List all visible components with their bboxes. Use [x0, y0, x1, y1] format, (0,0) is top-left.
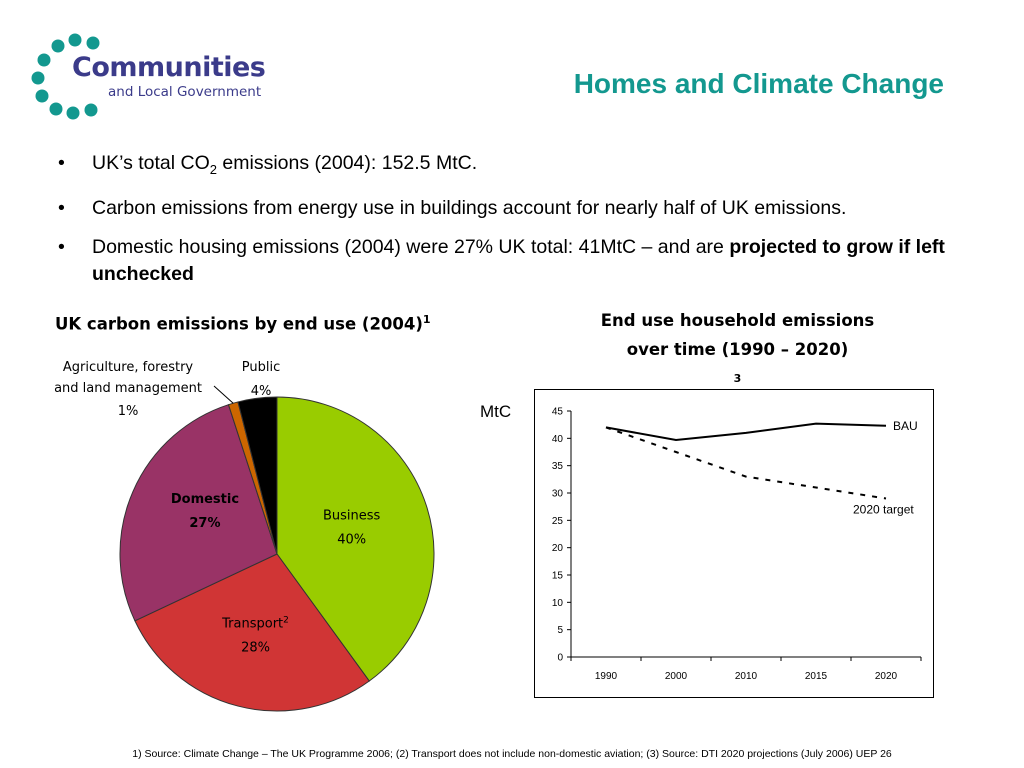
y-tick-label-0: 0 [557, 653, 563, 664]
bullet-subscript: 2 [209, 161, 217, 177]
line-chart: 0 5 10 15 20 25 30 35 40 45 1990 2000 2010 2015 2020 BA… [534, 389, 934, 698]
pie-value-transport: 28% [241, 641, 270, 656]
pie-label-business: Business [323, 509, 381, 524]
series-line-1 [605, 426, 887, 500]
y-tick-label-3: 15 [552, 571, 564, 582]
y-tick-label-9: 45 [552, 407, 564, 418]
pie-chart: Business 40% Transport2 28% Domestic 27% Agric… [54, 360, 435, 712]
bullet-item: • UK’s total CO2 emissions (2004): 152.5… [58, 150, 988, 183]
bullet-item: • Carbon emissions from energy use in bu… [58, 195, 988, 222]
series-label-target: 2020 target [853, 502, 914, 516]
y-tick-label-2: 10 [552, 598, 564, 609]
page-title: Homes and Climate Change [573, 68, 944, 99]
pie-title-text: UK carbon emissions by end use (2004) [55, 314, 423, 334]
pie-label-agriculture-line1: Agriculture, forestry [63, 360, 194, 375]
bullet-symbol: • [58, 152, 65, 174]
pie-value-domestic: 27% [189, 516, 220, 531]
bullet-symbol: • [58, 196, 65, 219]
logo-text-communities: Communities [72, 52, 266, 83]
x-tick-label-0: 1990 [595, 671, 618, 682]
bullet-symbol: • [58, 235, 65, 258]
logo-dots-icon [31, 33, 100, 120]
pie-label-public: Public [242, 360, 280, 375]
bullet-text: Domestic housing emissions (2004) were 2… [92, 235, 730, 258]
logo-text-local-government: and Local Government [108, 84, 262, 100]
pie-title-superscript: 1 [422, 313, 431, 326]
pie-slice-0 [276, 396, 435, 682]
y-axis-label: MtC [480, 402, 512, 421]
x-tick-label-4: 2020 [875, 671, 898, 682]
pie-value-business: 40% [337, 533, 366, 548]
y-tick-label-6: 30 [552, 489, 564, 500]
pie-value-public: 4% [251, 384, 272, 399]
line-title-superscript: 3 [733, 372, 742, 385]
bullet-text: Carbon emissions from energy use in buil… [92, 196, 847, 219]
pie-leader-agriculture [213, 385, 234, 404]
bullet-text: UK’s total CO [92, 152, 210, 174]
pie-value-agriculture: 1% [118, 404, 139, 419]
pie-label-transport-sup: 2 [283, 616, 289, 626]
communities-logo [30, 30, 270, 120]
x-tick-label-2: 2010 [735, 671, 758, 682]
pie-slice-2 [119, 404, 278, 622]
x-tick-label-1: 2000 [665, 671, 688, 682]
pie-label-transport: Transport2 [221, 616, 289, 632]
series-label-bau: BAU [893, 419, 918, 433]
pie-slice-4 [237, 396, 278, 555]
y-tick-label-1: 5 [557, 625, 563, 636]
pie-label-domestic: Domestic [171, 492, 239, 507]
pie-slice-1 [134, 553, 370, 712]
line-chart-frame [534, 389, 934, 698]
line-title-line2: over time (1990 – 2020) [626, 340, 849, 359]
series-line-0 [605, 422, 887, 442]
bullet-bold-text: projected to grow if left unchecked [92, 235, 945, 285]
y-tick-label-7: 35 [552, 461, 564, 472]
line-title-line1: End use household emissions [600, 311, 875, 330]
y-tick-label-5: 25 [552, 516, 564, 527]
bullet-text: emissions (2004): 152.5 MtC. [217, 152, 478, 174]
bullet-item: • Domestic housing emissions (2004) were… [58, 234, 988, 288]
pie-chart-title: UK carbon emissions by end use (2004)1 [55, 313, 431, 334]
y-tick-label-8: 40 [552, 434, 564, 445]
footnote: 1) Source: Climate Change – The UK Progr… [132, 748, 892, 760]
x-tick-label-3: 2015 [805, 671, 828, 682]
line-chart-title: End use household emissions over time (1… [540, 306, 935, 398]
pie-label-agriculture-line2: and land management [54, 381, 202, 396]
y-tick-label-4: 20 [552, 543, 564, 554]
bullet-list: • UK’s total CO2 emissions (2004): 152.5… [58, 150, 988, 300]
